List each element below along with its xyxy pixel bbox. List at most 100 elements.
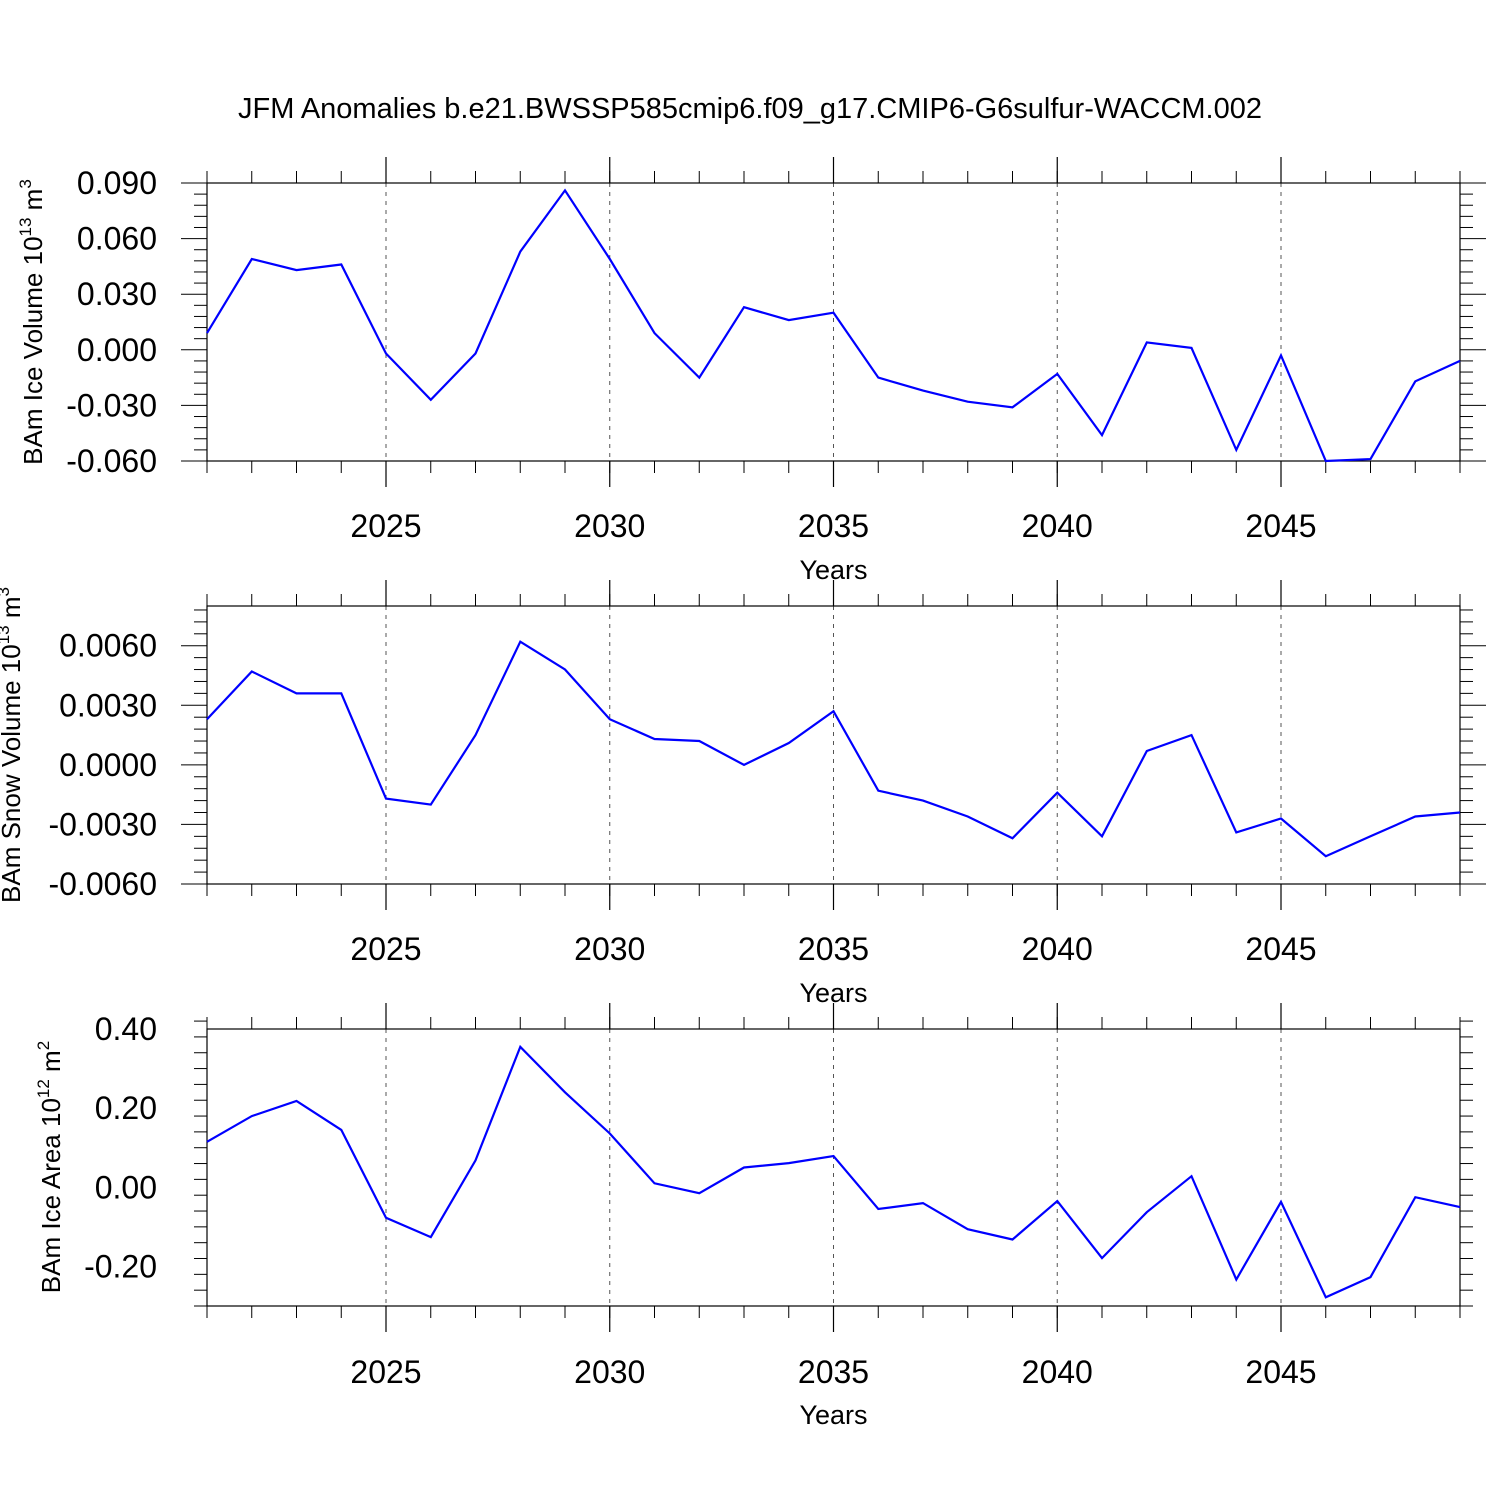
y-tick-label: 0.00: [95, 1169, 157, 1205]
data-point: [742, 305, 746, 309]
data-point: [1413, 814, 1417, 818]
data-point: [832, 709, 836, 713]
data-point: [608, 257, 612, 261]
data-point: [921, 1201, 925, 1205]
data-point: [1100, 1256, 1104, 1260]
data-point: [1190, 346, 1194, 350]
y-tick-label: 0.40: [95, 1011, 157, 1047]
data-point: [474, 733, 478, 737]
data-point: [966, 1227, 970, 1231]
data-point: [474, 352, 478, 356]
data-point: [1145, 749, 1149, 753]
x-tick-label: 2030: [574, 508, 645, 544]
x-tick-label: 2045: [1245, 1354, 1316, 1390]
x-tick-label: 2040: [1022, 931, 1093, 967]
data-point: [1458, 1205, 1462, 1209]
data-point: [1190, 733, 1194, 737]
data-point: [1055, 791, 1059, 795]
data-point: [429, 1235, 433, 1239]
data-point: [1279, 816, 1283, 820]
y-tick-label: 0.060: [77, 221, 157, 257]
data-point: [1369, 457, 1373, 461]
data-point: [1011, 405, 1015, 409]
data-point: [518, 250, 522, 254]
data-point: [966, 400, 970, 404]
x-tick-label: 2030: [574, 931, 645, 967]
data-point: [608, 717, 612, 721]
data-point: [1190, 1174, 1194, 1178]
x-tick-label: 2030: [574, 1354, 645, 1390]
data-point: [832, 311, 836, 315]
data-point: [787, 741, 791, 745]
data-point: [832, 1154, 836, 1158]
data-point: [518, 1045, 522, 1049]
data-point: [1011, 836, 1015, 840]
data-point: [1324, 854, 1328, 858]
data-point: [876, 1207, 880, 1211]
y-tick-label: -0.0030: [48, 806, 157, 842]
data-point: [384, 1216, 388, 1220]
y-tick-label: -0.030: [66, 387, 157, 423]
x-tick-label: 2045: [1245, 508, 1316, 544]
y-tick-label: 0.0060: [59, 628, 157, 664]
data-point: [250, 670, 254, 674]
x-tick-label: 2040: [1022, 1354, 1093, 1390]
y-tick-label: 0.0000: [59, 747, 157, 783]
figure-title: JFM Anomalies b.e21.BWSSP585cmip6.f09_g1…: [238, 93, 1262, 125]
data-point: [1234, 830, 1238, 834]
y-tick-label: 0.030: [77, 276, 157, 312]
data-point: [205, 1140, 209, 1144]
data-point: [518, 640, 522, 644]
panel-2: 2025 2030 2035 2040 2045 -0.0060 -0.0030 0.0000…: [0, 580, 1486, 1008]
data-point: [295, 268, 299, 272]
data-point: [1145, 340, 1149, 344]
data-point: [653, 1181, 657, 1185]
data-point: [1369, 1275, 1373, 1279]
y-tick-label: -0.060: [66, 443, 157, 479]
data-point: [921, 799, 925, 803]
data-point: [384, 797, 388, 801]
data-point: [384, 352, 388, 356]
data-point: [1055, 372, 1059, 376]
data-point: [742, 1166, 746, 1170]
data-line: [206, 188, 1461, 463]
panel-3: 2025 2030 2035 2040 2045 -0.20 0.00 0.20 0.40 Yea…: [34, 1003, 1473, 1430]
data-point: [1413, 379, 1417, 383]
data-point: [339, 263, 343, 267]
data-line: [206, 640, 1461, 858]
data-point: [250, 257, 254, 261]
data-point: [742, 763, 746, 767]
data-point: [653, 331, 657, 335]
x-tick-label: 2025: [350, 1354, 421, 1390]
data-point: [1458, 359, 1462, 363]
data-point: [921, 389, 925, 393]
data-point: [1145, 1210, 1149, 1214]
data-point: [1413, 1195, 1417, 1199]
data-point: [608, 1131, 612, 1135]
y-axis-title: BAm Ice Area 1012 m2: [34, 1041, 66, 1293]
y-tick-label: -0.20: [84, 1248, 157, 1284]
data-point: [563, 1090, 567, 1094]
data-point: [1055, 1199, 1059, 1203]
data-point: [563, 668, 567, 672]
data-point: [1369, 834, 1373, 838]
x-tick-label: 2035: [798, 931, 869, 967]
data-point: [787, 1161, 791, 1165]
data-point: [653, 737, 657, 741]
data-point: [339, 691, 343, 695]
data-point: [563, 188, 567, 192]
y-tick-label: 0.090: [77, 165, 157, 201]
data-point: [205, 331, 209, 335]
y-tick-label: 0.0030: [59, 687, 157, 723]
x-tick-label: 2035: [798, 1354, 869, 1390]
data-point: [697, 739, 701, 743]
y-axis-title: BAm Ice Volume 1013 m3: [16, 179, 48, 465]
y-tick-label: -0.0060: [48, 866, 157, 902]
x-tick-label: 2040: [1022, 508, 1093, 544]
data-point: [1324, 459, 1328, 463]
data-point: [876, 376, 880, 380]
x-tick-label: 2035: [798, 508, 869, 544]
data-point: [1234, 448, 1238, 452]
data-point: [1324, 1295, 1328, 1299]
